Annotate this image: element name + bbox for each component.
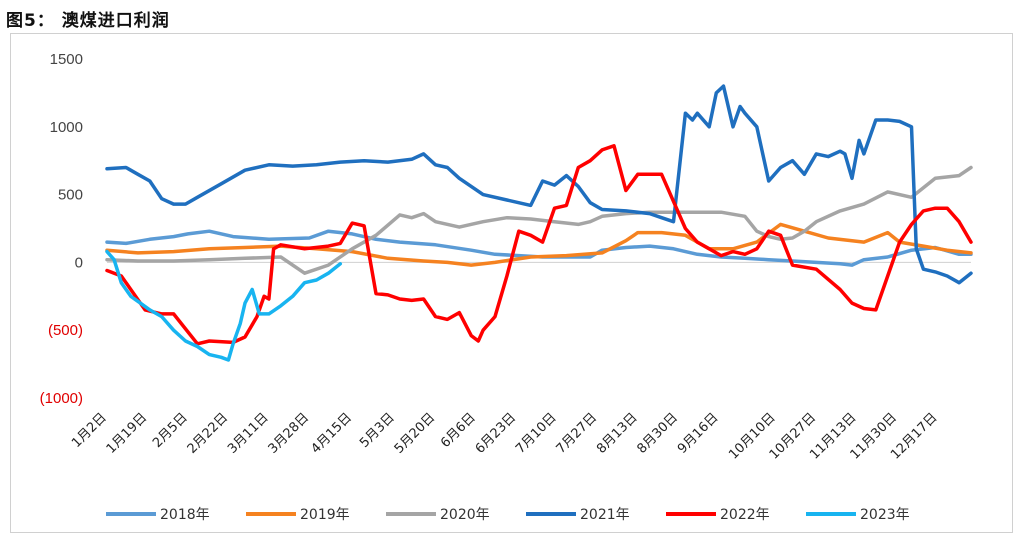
y-axis-ticks: 1500 1000 500 0 (500) (1000) — [40, 51, 83, 407]
y-tick-label: 0 — [75, 254, 83, 271]
legend-label: 2020年 — [440, 507, 490, 523]
x-tick-label: 8月30日 — [635, 410, 682, 457]
x-tick-label: 3月11日 — [225, 410, 272, 457]
x-tick-label: 9月16日 — [675, 410, 722, 457]
series-line-2020年 — [105, 165, 973, 275]
legend-label: 2023年 — [860, 507, 910, 523]
series-line-2023年 — [105, 249, 343, 362]
legend-label: 2019年 — [300, 507, 350, 523]
x-tick-label: 2月22日 — [185, 410, 232, 457]
y-tick-label: (1000) — [40, 390, 83, 407]
series-line-2018年 — [105, 229, 973, 267]
y-tick-label: (500) — [48, 322, 83, 339]
chart-frame: 1500 1000 500 0 (500) (1000) 1月2日 1月19日 2月5日 2月2… — [10, 33, 1013, 533]
x-tick-label: 7月27日 — [554, 410, 601, 457]
x-tick-label: 6月23日 — [473, 410, 520, 457]
x-tick-label: 7月10日 — [513, 410, 560, 457]
legend-label: 2021年 — [580, 507, 630, 523]
legend-label: 2018年 — [160, 507, 210, 523]
y-tick-label: 500 — [58, 187, 83, 204]
x-tick-label: 8月13日 — [594, 410, 641, 457]
series-line-2022年 — [105, 144, 973, 346]
legend: 2018年 2019年 2020年 2021年 2022年 2023年 — [106, 507, 910, 523]
y-tick-label: 1000 — [50, 119, 83, 136]
series-lines — [105, 84, 973, 362]
x-tick-label: 1月19日 — [104, 410, 151, 457]
x-tick-label: 5月20日 — [392, 410, 439, 457]
x-tick-label: 4月15日 — [308, 410, 355, 457]
series-line-2021年 — [105, 84, 973, 285]
figure-title: 图5： 澳煤进口利润 — [6, 11, 170, 31]
legend-label: 2022年 — [720, 507, 770, 523]
y-tick-label: 1500 — [50, 51, 83, 68]
x-tick-label: 3月28日 — [266, 410, 313, 457]
